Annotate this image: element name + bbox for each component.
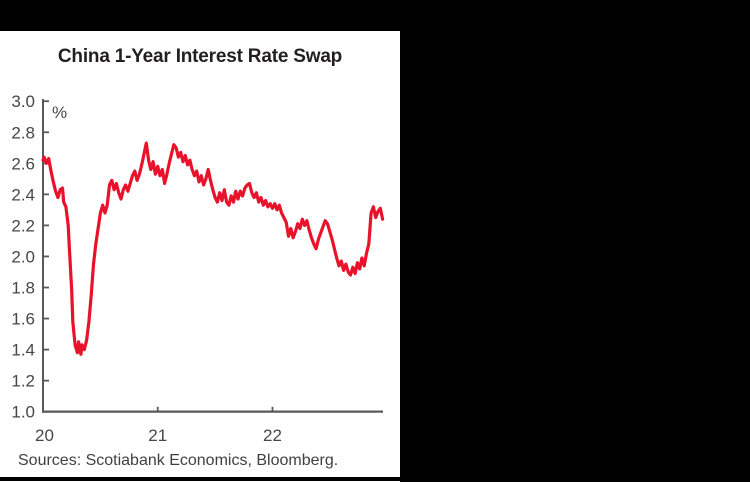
y-tick-label: 1.8 bbox=[11, 279, 35, 298]
line-chart: 1.0 1.2 1.4 1.6 1.8 2.0 2.2 2.4 2.6 2.8 3.0 20 21 22 bbox=[11, 92, 385, 445]
series-line bbox=[41, 141, 385, 356]
chart-title: China 1-Year Interest Rate Swap bbox=[57, 46, 343, 67]
x-tick-label: 21 bbox=[148, 426, 167, 445]
y-tick-label: 1.4 bbox=[11, 341, 35, 360]
panel-bottom-rule bbox=[0, 477, 400, 481]
source-note: Sources: Scotiabank Economics, Bloomberg… bbox=[18, 452, 339, 469]
y-axis-unit-label: % bbox=[52, 103, 68, 122]
y-tick-label: 2.0 bbox=[11, 247, 35, 266]
y-tick-label: 2.6 bbox=[11, 154, 35, 173]
x-tick-label: 22 bbox=[263, 426, 282, 445]
y-tick-label: 1.2 bbox=[11, 372, 35, 391]
y-tick-label: 2.8 bbox=[11, 123, 35, 142]
chart-panel: China 1-Year Interest Rate Swap 1.0 1.2 1.… bbox=[0, 31, 400, 482]
y-tick-label: 2.4 bbox=[11, 185, 35, 204]
x-tick-label: 20 bbox=[35, 426, 54, 445]
y-tick-label: 1.6 bbox=[11, 310, 35, 329]
y-tick-label: 3.0 bbox=[11, 92, 35, 111]
y-tick-label: 1.0 bbox=[11, 403, 35, 422]
y-tick-label: 2.2 bbox=[11, 216, 35, 235]
